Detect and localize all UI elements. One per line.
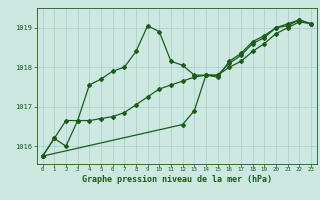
X-axis label: Graphe pression niveau de la mer (hPa): Graphe pression niveau de la mer (hPa) (82, 175, 272, 184)
